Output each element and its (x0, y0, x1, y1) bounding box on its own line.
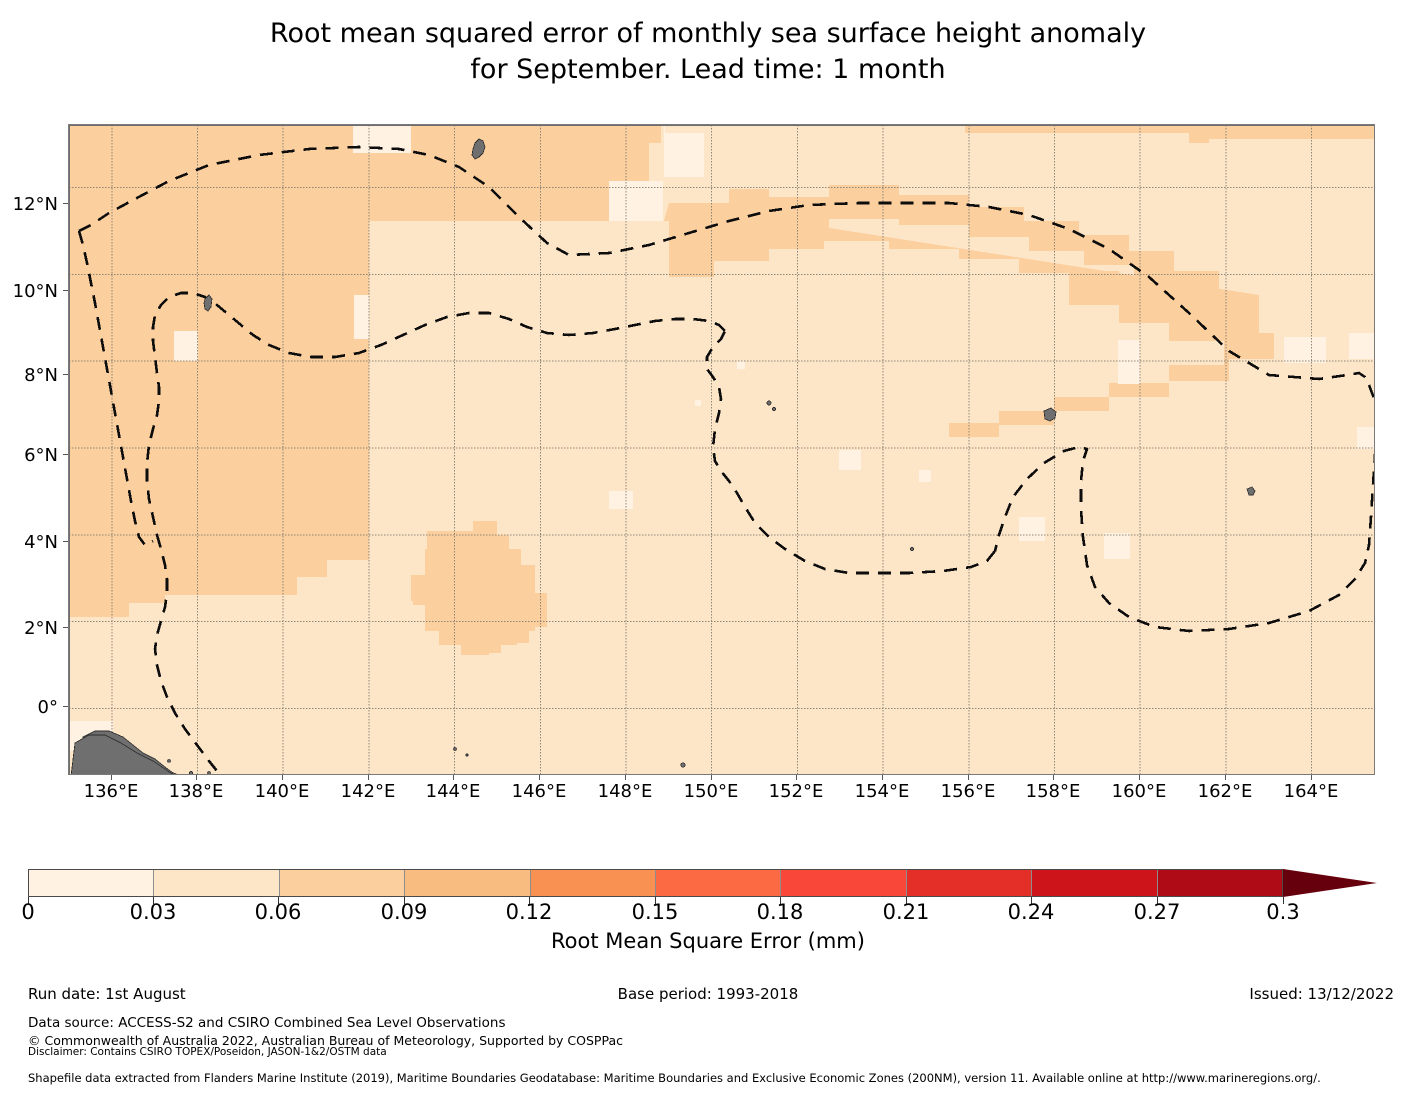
x-tick-138E: 138°E (168, 781, 224, 802)
colorbar-tickmark (655, 897, 656, 904)
x-tick-136E: 136°E (83, 781, 139, 802)
colorbar-tickmark (906, 897, 907, 904)
x-tickmark (1139, 775, 1140, 780)
y-tick-6N: 6°N (24, 445, 58, 466)
x-tickmark (539, 775, 540, 780)
x-tickmark (796, 775, 797, 780)
base-period: Base period: 1993-2018 (617, 985, 799, 1003)
colorbar-swatch (405, 870, 531, 896)
y-tickmark (63, 454, 68, 455)
colorbar-swatch (279, 870, 406, 896)
x-tickmark (625, 775, 626, 780)
x-tickmark (1053, 775, 1054, 780)
colorbar-label-03: 0.3 (1266, 900, 1300, 924)
colorbar-tickmark (1031, 897, 1032, 904)
y-tick-2N: 2°N (24, 618, 58, 639)
x-tickmark (196, 775, 197, 780)
y-tickmark (63, 706, 68, 707)
x-tick-140E: 140°E (254, 781, 310, 802)
y-tickmark (63, 290, 68, 291)
y-tick-10N: 10°N (12, 281, 58, 302)
y-tickmark (63, 374, 68, 375)
x-tickmark (711, 775, 712, 780)
run-date: Run date: 1st August (28, 985, 186, 1003)
x-tickmark (368, 775, 369, 780)
x-tickmark (1311, 775, 1312, 780)
colorbar-extend-arrow (1283, 869, 1377, 897)
colorbar-swatch (530, 870, 657, 896)
x-tick-144E: 144°E (425, 781, 481, 802)
colorbar-tickmark (404, 897, 405, 904)
colorbar-swatch (1157, 870, 1283, 896)
shapefile-credit: Shapefile data extracted from Flanders M… (28, 1071, 1321, 1085)
colorbar-tickmark (1283, 897, 1284, 904)
y-tickmark (63, 627, 68, 628)
colorbar-swatch (906, 870, 1033, 896)
x-tick-164E: 164°E (1283, 781, 1339, 802)
x-tick-160E: 160°E (1111, 781, 1167, 802)
colorbar-swatch (154, 870, 280, 896)
colorbar-label-0: 0 (21, 900, 35, 924)
x-tickmark (968, 775, 969, 780)
x-tickmark (882, 775, 883, 780)
x-tick-158E: 158°E (1025, 781, 1081, 802)
colorbar (28, 869, 1377, 897)
issued-date: Issued: 13/12/2022 (1249, 985, 1394, 1003)
x-tick-152E: 152°E (768, 781, 824, 802)
x-tick-154E: 154°E (854, 781, 910, 802)
copyright-text: © Commonwealth of Australia 2022, Austra… (28, 1033, 623, 1048)
colorbar-swatch (656, 870, 782, 896)
colorbar-label-006: 0.06 (254, 900, 302, 924)
data-source-text: Data source: ACCESS-S2 and CSIRO Combine… (28, 1015, 506, 1031)
colorbar-tickmark (1157, 897, 1158, 904)
colorbar-tickmark (28, 897, 29, 904)
y-tick-12N: 12°N (12, 194, 58, 215)
x-tickmark (453, 775, 454, 780)
y-tick-0: 0° (37, 697, 58, 718)
colorbar-swatch (781, 870, 907, 896)
page-title: Root mean squared error of monthly sea s… (269, 18, 1147, 85)
x-tick-162E: 162°E (1197, 781, 1253, 802)
x-tick-146E: 146°E (511, 781, 567, 802)
map-plot-area (68, 124, 1375, 775)
x-tickmark (282, 775, 283, 780)
colorbar-tickmark (278, 897, 279, 904)
x-tickmark (1225, 775, 1226, 780)
footer-meta-row: Run date: 1st August Base period: 1993-2… (0, 985, 1416, 1005)
disclaimer-text: Disclaimer: Contains CSIRO TOPEX/Poseido… (28, 1046, 387, 1058)
x-tickmark (111, 775, 112, 780)
x-tick-148E: 148°E (597, 781, 653, 802)
colorbar-label-012: 0.12 (505, 900, 553, 924)
colorbar-label-003: 0.03 (129, 900, 177, 924)
colorbar-tickmark (153, 897, 154, 904)
colorbar-label-021: 0.21 (882, 900, 930, 924)
x-tick-142E: 142°E (340, 781, 396, 802)
colorbar-label-027: 0.27 (1133, 900, 1181, 924)
y-tick-4N: 4°N (24, 532, 58, 553)
colorbar-tickmark (529, 897, 530, 904)
colorbar-label-009: 0.09 (380, 900, 428, 924)
x-tick-156E: 156°E (940, 781, 996, 802)
colorbar-label-018: 0.18 (756, 900, 804, 924)
colorbar-tickmark (780, 897, 781, 904)
colorbar-axis-title: Root Mean Square Error (mm) (551, 929, 865, 953)
y-tick-8N: 8°N (24, 365, 58, 386)
colorbar-swatch (1032, 870, 1158, 896)
colorbar-swatch (29, 870, 155, 896)
map-overlay-canvas (69, 125, 1374, 774)
y-tickmark (63, 203, 68, 204)
colorbar-label-015: 0.15 (631, 900, 679, 924)
colorbar-gradient (28, 869, 1283, 897)
x-tick-150E: 150°E (683, 781, 739, 802)
colorbar-label-024: 0.24 (1007, 900, 1055, 924)
y-tickmark (63, 541, 68, 542)
